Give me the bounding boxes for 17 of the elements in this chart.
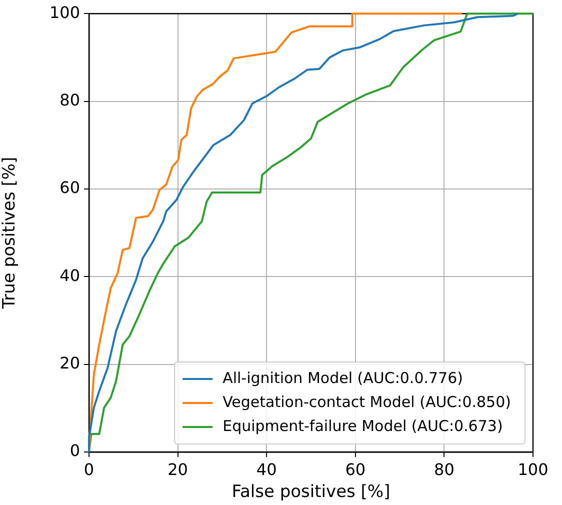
x-axis-title: False positives [%] xyxy=(232,482,390,502)
y-tick-label: 80 xyxy=(60,90,80,110)
y-tick-label: 20 xyxy=(60,353,80,372)
y-tick-label: 100 xyxy=(49,2,80,22)
x-tick-label: 100 xyxy=(518,460,548,479)
x-tick-label: 60 xyxy=(345,460,366,479)
x-tick-label: 80 xyxy=(434,460,454,479)
y-axis-title: True positives [%] xyxy=(0,156,20,310)
legend-label: Equipment-failure Model (AUC:0.673) xyxy=(222,416,503,435)
x-tick-label: 40 xyxy=(256,460,277,479)
legend-label: All-ignition Model (AUC:0.0.776) xyxy=(222,368,463,387)
y-tick-label: 0 xyxy=(70,441,80,460)
y-tick-label: 40 xyxy=(60,266,80,285)
legend-label: Vegetation-contact Model (AUC:0.850) xyxy=(222,392,512,411)
y-tick-label: 60 xyxy=(60,178,80,198)
x-tick-label: 0 xyxy=(84,460,94,479)
x-tick-label: 20 xyxy=(168,460,188,479)
